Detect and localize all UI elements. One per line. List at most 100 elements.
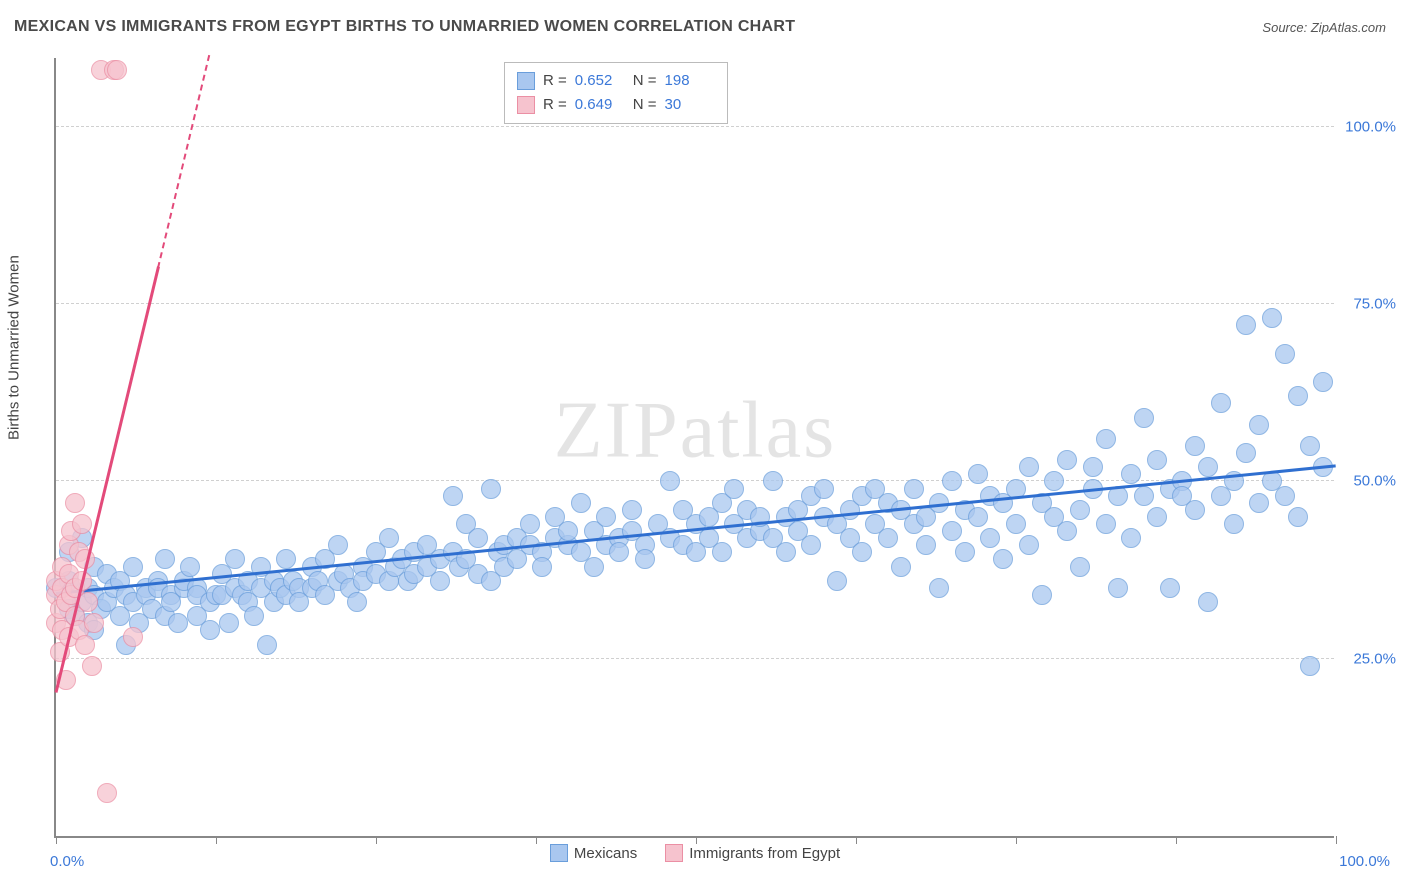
data-point-mexicans bbox=[1121, 528, 1141, 548]
watermark-text: ZIPatlas bbox=[554, 387, 837, 475]
data-point-mexicans bbox=[1057, 450, 1077, 470]
data-point-mexicans bbox=[1288, 386, 1308, 406]
x-axis-label-left: 0.0% bbox=[50, 853, 84, 870]
legend-swatch bbox=[550, 844, 568, 862]
data-point-mexicans bbox=[571, 493, 591, 513]
data-point-egypt bbox=[65, 493, 85, 513]
y-axis-label: Births to Unmarried Women bbox=[6, 255, 23, 440]
data-point-mexicans bbox=[891, 557, 911, 577]
y-tick-label: 50.0% bbox=[1353, 473, 1396, 490]
data-point-mexicans bbox=[763, 471, 783, 491]
legend-stats-row: R =0.649N =30 bbox=[517, 93, 715, 117]
data-point-mexicans bbox=[1249, 493, 1269, 513]
data-point-mexicans bbox=[1006, 514, 1026, 534]
data-point-mexicans bbox=[980, 528, 1000, 548]
legend-label: Mexicans bbox=[574, 845, 637, 862]
data-point-mexicans bbox=[1198, 592, 1218, 612]
data-point-mexicans bbox=[660, 471, 680, 491]
data-point-mexicans bbox=[801, 535, 821, 555]
gridline bbox=[56, 480, 1334, 481]
x-tick bbox=[1016, 836, 1017, 844]
data-point-mexicans bbox=[168, 613, 188, 633]
legend-stats-row: R =0.652N =198 bbox=[517, 69, 715, 93]
data-point-mexicans bbox=[968, 507, 988, 527]
data-point-mexicans bbox=[852, 542, 872, 562]
data-point-mexicans bbox=[1249, 415, 1269, 435]
legend-stats-box: R =0.652N =198R =0.649N =30 bbox=[504, 62, 728, 124]
data-point-mexicans bbox=[916, 535, 936, 555]
stat-n-label: N = bbox=[633, 69, 657, 93]
data-point-mexicans bbox=[1236, 443, 1256, 463]
data-point-egypt bbox=[82, 656, 102, 676]
legend-label: Immigrants from Egypt bbox=[689, 845, 840, 862]
data-point-mexicans bbox=[1032, 585, 1052, 605]
data-point-mexicans bbox=[1096, 429, 1116, 449]
data-point-mexicans bbox=[1313, 372, 1333, 392]
data-point-mexicans bbox=[635, 549, 655, 569]
data-point-egypt bbox=[84, 613, 104, 633]
data-point-mexicans bbox=[1070, 500, 1090, 520]
data-point-mexicans bbox=[1262, 308, 1282, 328]
data-point-mexicans bbox=[622, 500, 642, 520]
data-point-mexicans bbox=[558, 521, 578, 541]
data-point-mexicans bbox=[520, 514, 540, 534]
data-point-mexicans bbox=[123, 557, 143, 577]
chart-title: MEXICAN VS IMMIGRANTS FROM EGYPT BIRTHS … bbox=[14, 18, 795, 36]
y-tick-label: 75.0% bbox=[1353, 296, 1396, 313]
data-point-mexicans bbox=[1019, 457, 1039, 477]
data-point-mexicans bbox=[1134, 486, 1154, 506]
data-point-mexicans bbox=[430, 571, 450, 591]
trend-line-dash-egypt bbox=[157, 55, 210, 268]
data-point-mexicans bbox=[1300, 656, 1320, 676]
plot-area: ZIPatlas R =0.652N =198R =0.649N =30 Mex… bbox=[54, 58, 1334, 838]
data-point-mexicans bbox=[225, 549, 245, 569]
data-point-mexicans bbox=[180, 557, 200, 577]
y-tick-label: 25.0% bbox=[1353, 650, 1396, 667]
legend-swatch bbox=[665, 844, 683, 862]
data-point-mexicans bbox=[257, 635, 277, 655]
data-point-mexicans bbox=[1224, 514, 1244, 534]
x-tick bbox=[1336, 836, 1337, 844]
data-point-mexicans bbox=[379, 528, 399, 548]
data-point-mexicans bbox=[1147, 507, 1167, 527]
data-point-mexicans bbox=[584, 557, 604, 577]
data-point-mexicans bbox=[347, 592, 367, 612]
data-point-mexicans bbox=[1083, 457, 1103, 477]
data-point-mexicans bbox=[1236, 315, 1256, 335]
source-attribution: Source: ZipAtlas.com bbox=[1262, 20, 1386, 35]
data-point-egypt bbox=[75, 635, 95, 655]
data-point-mexicans bbox=[1121, 464, 1141, 484]
data-point-mexicans bbox=[712, 542, 732, 562]
x-tick bbox=[536, 836, 537, 844]
data-point-mexicans bbox=[1160, 578, 1180, 598]
data-point-mexicans bbox=[1044, 471, 1064, 491]
x-tick bbox=[56, 836, 57, 844]
legend-item: Immigrants from Egypt bbox=[665, 844, 840, 862]
data-point-mexicans bbox=[942, 521, 962, 541]
stat-r-label: R = bbox=[543, 93, 567, 117]
source-value: ZipAtlas.com bbox=[1311, 20, 1386, 35]
x-tick bbox=[216, 836, 217, 844]
data-point-mexicans bbox=[1288, 507, 1308, 527]
stat-n-label: N = bbox=[633, 93, 657, 117]
stat-r-label: R = bbox=[543, 69, 567, 93]
x-tick bbox=[1176, 836, 1177, 844]
bottom-legend: Mexicans Immigrants from Egypt bbox=[56, 844, 1334, 866]
data-point-mexicans bbox=[1198, 457, 1218, 477]
data-point-mexicans bbox=[878, 528, 898, 548]
data-point-mexicans bbox=[1096, 514, 1116, 534]
watermark: ZIPatlas bbox=[554, 386, 837, 477]
data-point-mexicans bbox=[532, 557, 552, 577]
data-point-mexicans bbox=[468, 528, 488, 548]
data-point-mexicans bbox=[968, 464, 988, 484]
data-point-mexicans bbox=[244, 606, 264, 626]
data-point-mexicans bbox=[219, 613, 239, 633]
data-point-mexicans bbox=[904, 479, 924, 499]
chart-container: MEXICAN VS IMMIGRANTS FROM EGYPT BIRTHS … bbox=[0, 0, 1406, 892]
legend-swatch bbox=[517, 72, 535, 90]
gridline bbox=[56, 658, 1334, 659]
data-point-mexicans bbox=[200, 620, 220, 640]
data-point-mexicans bbox=[1275, 344, 1295, 364]
data-point-mexicans bbox=[814, 479, 834, 499]
data-point-mexicans bbox=[155, 549, 175, 569]
